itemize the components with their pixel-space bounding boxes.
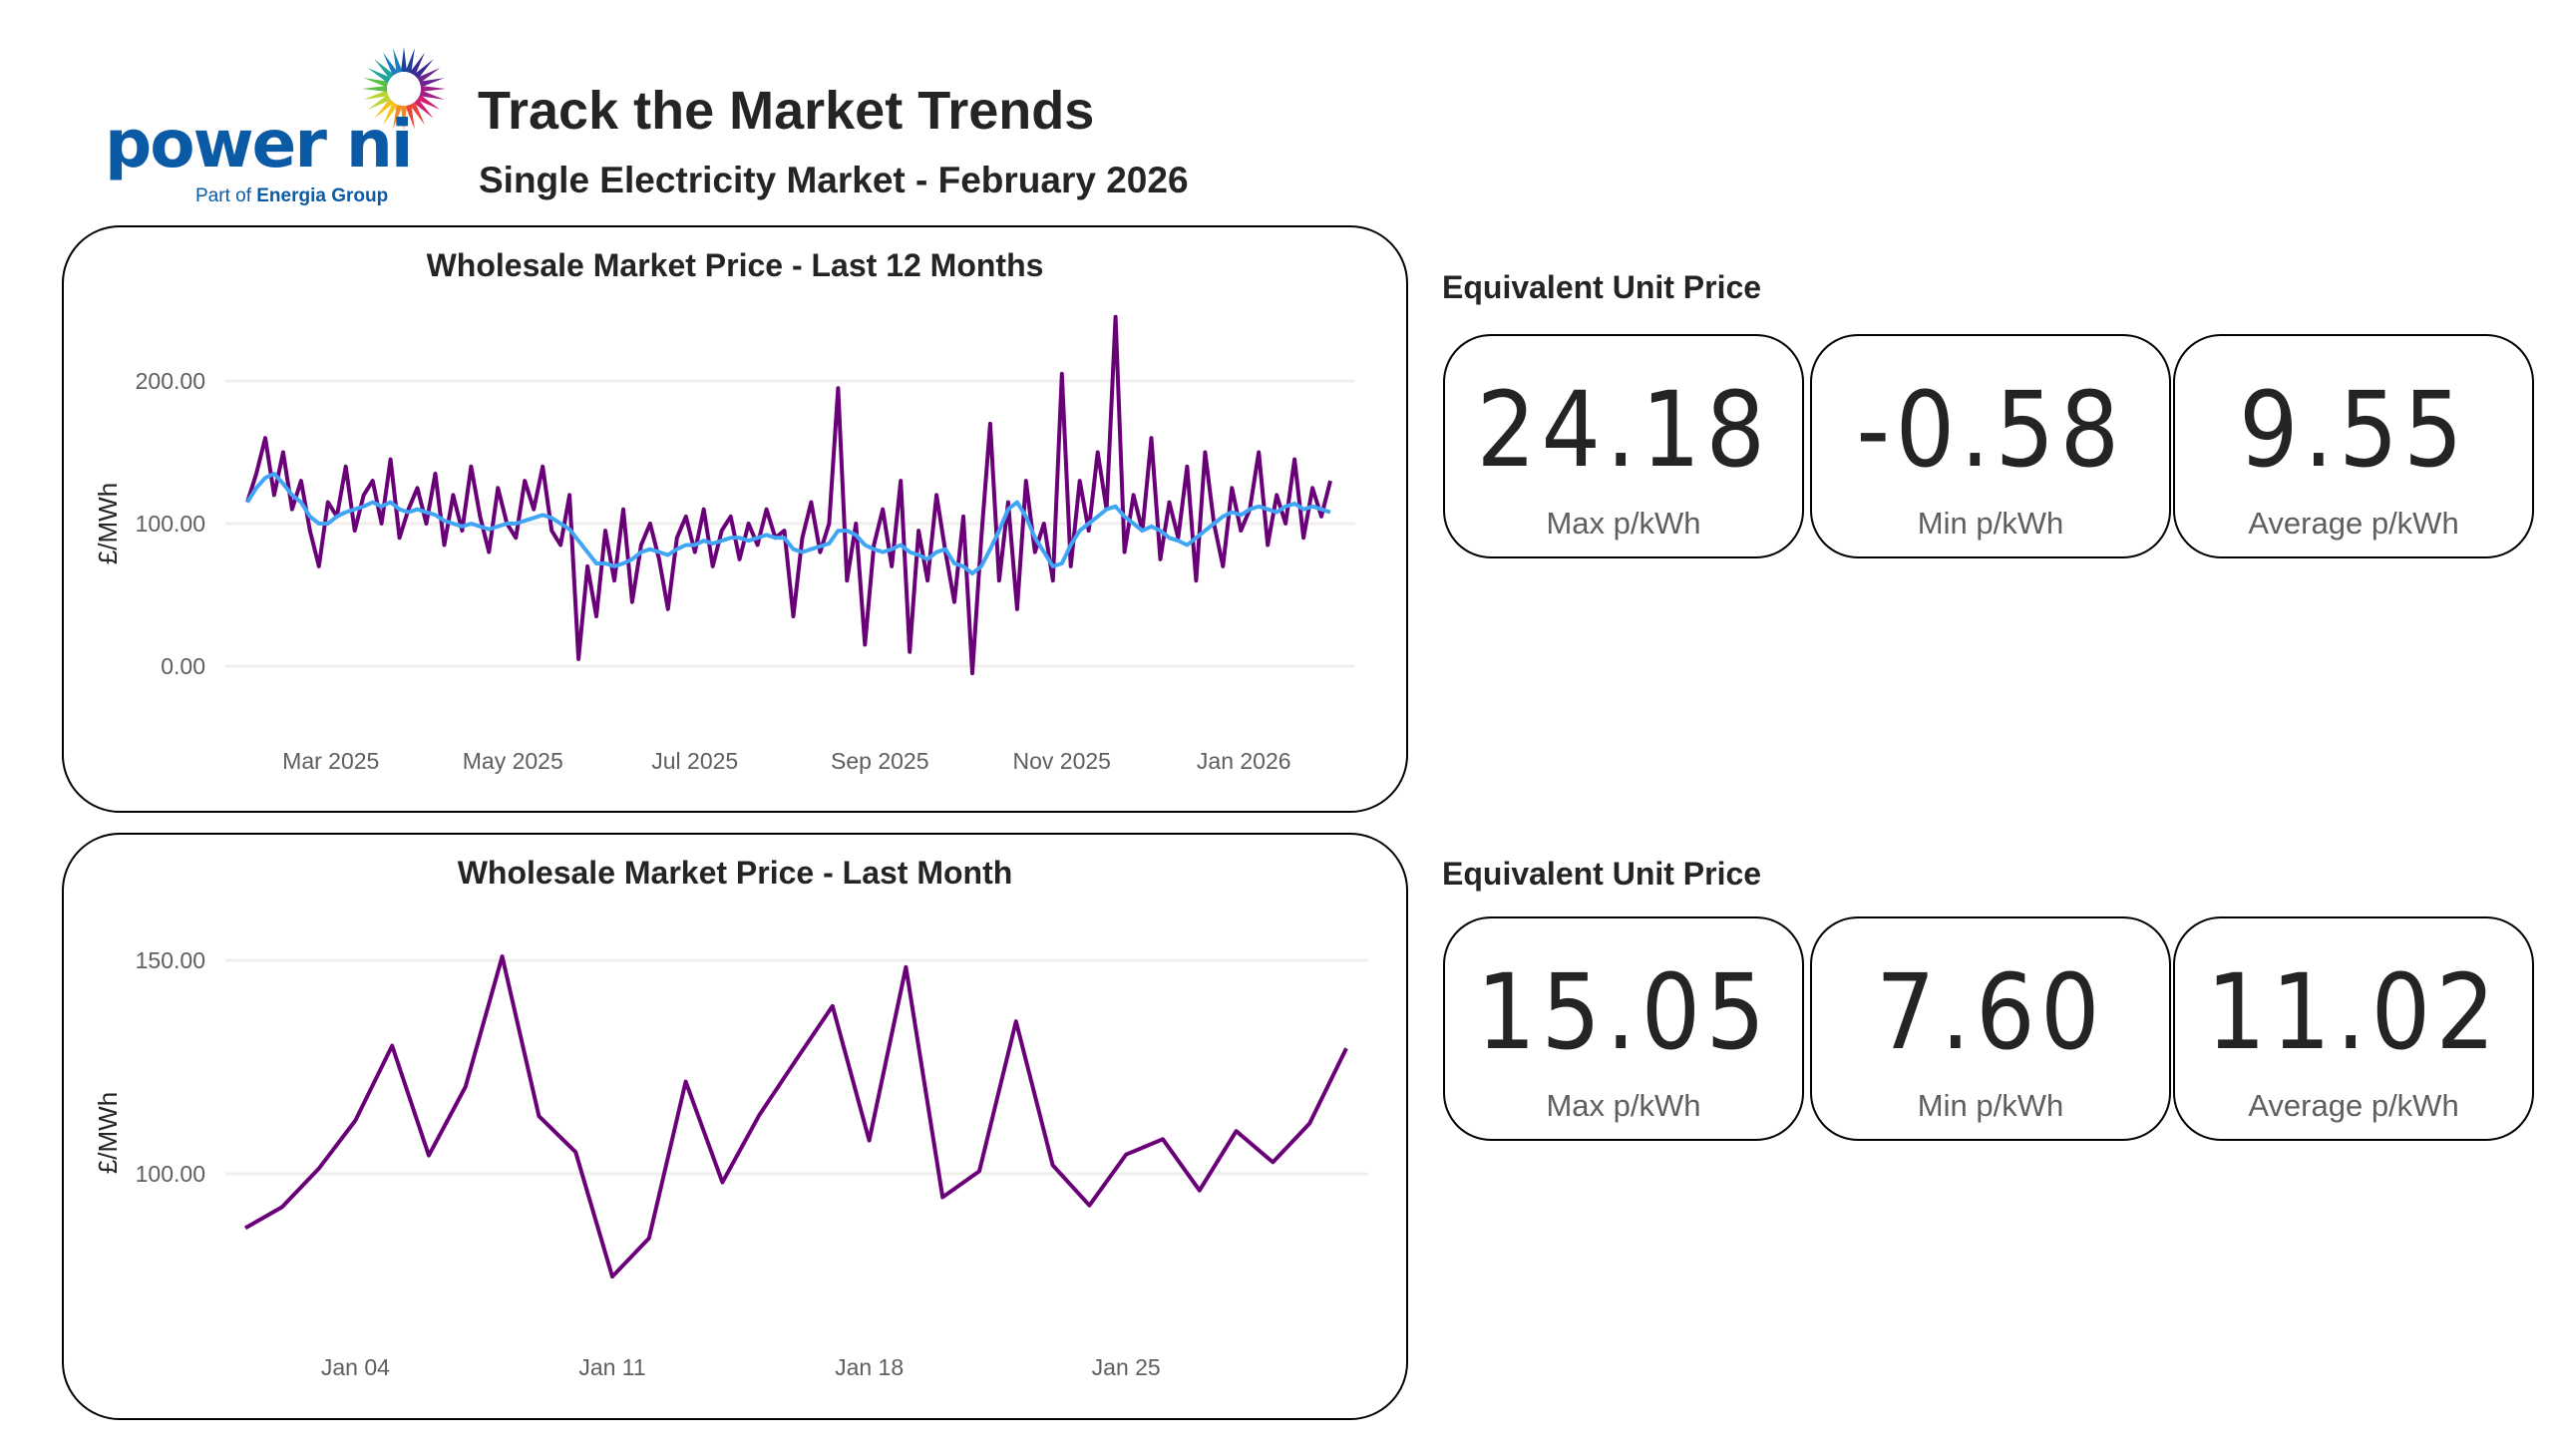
monthly-price-chart-card: Wholesale Market Price - Last Month (62, 833, 1408, 1420)
sunburst-ray (374, 98, 395, 119)
kpi-value: -0.58 (1856, 369, 2125, 491)
power-ni-logo: power ni Part of Energia Group (100, 44, 449, 213)
kpi-tile-max: 15.05 Max p/kWh (1443, 916, 1804, 1141)
sunburst-ray (417, 68, 441, 84)
sunburst-ray (363, 90, 389, 100)
y-tick-label: 0.00 (161, 653, 205, 679)
sunburst-ray (362, 86, 387, 92)
kpi-tile-max: 24.18 Max p/kWh (1443, 334, 1804, 558)
kpi-label: Min p/kWh (1917, 506, 2064, 541)
yearly-price-chart-card: Wholesale Market Price - Last 12 Months (62, 225, 1408, 813)
x-tick-label: Jan 18 (835, 1354, 904, 1380)
sunburst-ray (421, 86, 446, 92)
kpi-value: 24.18 (1476, 369, 1771, 491)
sunburst-ray (419, 90, 445, 100)
kpi-value: 9.55 (2238, 369, 2469, 491)
chart-title: Wholesale Market Price - Last Month (457, 855, 1013, 891)
sunburst-ray (383, 52, 399, 76)
x-tick-label: Jan 04 (321, 1354, 390, 1380)
sunburst-ray (417, 94, 441, 110)
kpi-value: 11.02 (2206, 951, 2501, 1073)
x-tick-label: Mar 2025 (282, 748, 379, 774)
sunburst-ray (413, 59, 434, 80)
price-line (244, 954, 1348, 1279)
x-tick-label: Nov 2025 (1013, 748, 1111, 774)
sunburst-ray (405, 48, 415, 74)
sunburst-ray (401, 47, 407, 72)
x-tick-label: May 2025 (463, 748, 563, 774)
x-tick-label: Sep 2025 (831, 748, 928, 774)
sunburst-ray (393, 48, 403, 74)
kpi-label: Average p/kWh (2248, 1088, 2459, 1123)
sunburst-ray (393, 104, 403, 130)
page-subtitle: Single Electricity Market - February 202… (479, 160, 1189, 200)
kpi-tile-min: 7.60 Min p/kWh (1810, 916, 2171, 1141)
sunburst-ray (383, 102, 399, 126)
sunburst-icon (362, 47, 446, 131)
y-axis-title: £/MWh (93, 483, 123, 564)
kpi-tile-min: -0.58 Min p/kWh (1810, 334, 2171, 558)
y-tick-label: 150.00 (136, 947, 205, 973)
kpi-label: Average p/kWh (2248, 506, 2459, 541)
sunburst-ray (413, 98, 434, 119)
kpi-tile-average: 9.55 Average p/kWh (2173, 334, 2534, 558)
logo-tagline-group: Energia Group (256, 185, 389, 206)
logo-wordmark: power ni (105, 106, 413, 182)
sunburst-ray (374, 59, 395, 80)
y-tick-label: 100.00 (136, 511, 205, 537)
sunburst-ray (409, 102, 425, 126)
sunburst-ray (419, 78, 445, 88)
x-tick-label: Jan 25 (1092, 1354, 1161, 1380)
kpi-label: Min p/kWh (1917, 1088, 2064, 1123)
y-tick-label: 100.00 (136, 1161, 205, 1187)
kpi-tile-average: 11.02 Average p/kWh (2173, 916, 2534, 1141)
x-tick-label: Jan 11 (578, 1354, 645, 1380)
sunburst-ray (367, 68, 391, 84)
logo-tagline-prefix: Part of (195, 185, 257, 206)
kpi-label: Max p/kWh (1546, 1088, 1701, 1123)
kpi-value: 7.60 (1875, 951, 2106, 1073)
sunburst-ray (405, 104, 415, 130)
logo-tagline: Part of Energia Group (195, 185, 388, 207)
sunburst-ray (367, 94, 391, 110)
chart-title: Wholesale Market Price - Last 12 Months (426, 247, 1044, 283)
kpi-value: 15.05 (1476, 951, 1771, 1073)
average-price-line (245, 472, 1331, 575)
kpi-heading-year: Equivalent Unit Price (1442, 269, 1762, 305)
sunburst-ray (409, 52, 425, 76)
kpi-label: Max p/kWh (1546, 506, 1701, 541)
kpi-heading-month: Equivalent Unit Price (1442, 856, 1762, 892)
x-tick-label: Jul 2025 (651, 748, 738, 774)
y-tick-label: 200.00 (136, 368, 205, 394)
sunburst-ray (363, 78, 389, 88)
page-title: Track the Market Trends (478, 81, 1095, 141)
y-axis-title: £/MWh (93, 1092, 123, 1174)
sunburst-ray (401, 106, 407, 131)
x-tick-label: Jan 2026 (1197, 748, 1291, 774)
price-line (245, 314, 1332, 676)
